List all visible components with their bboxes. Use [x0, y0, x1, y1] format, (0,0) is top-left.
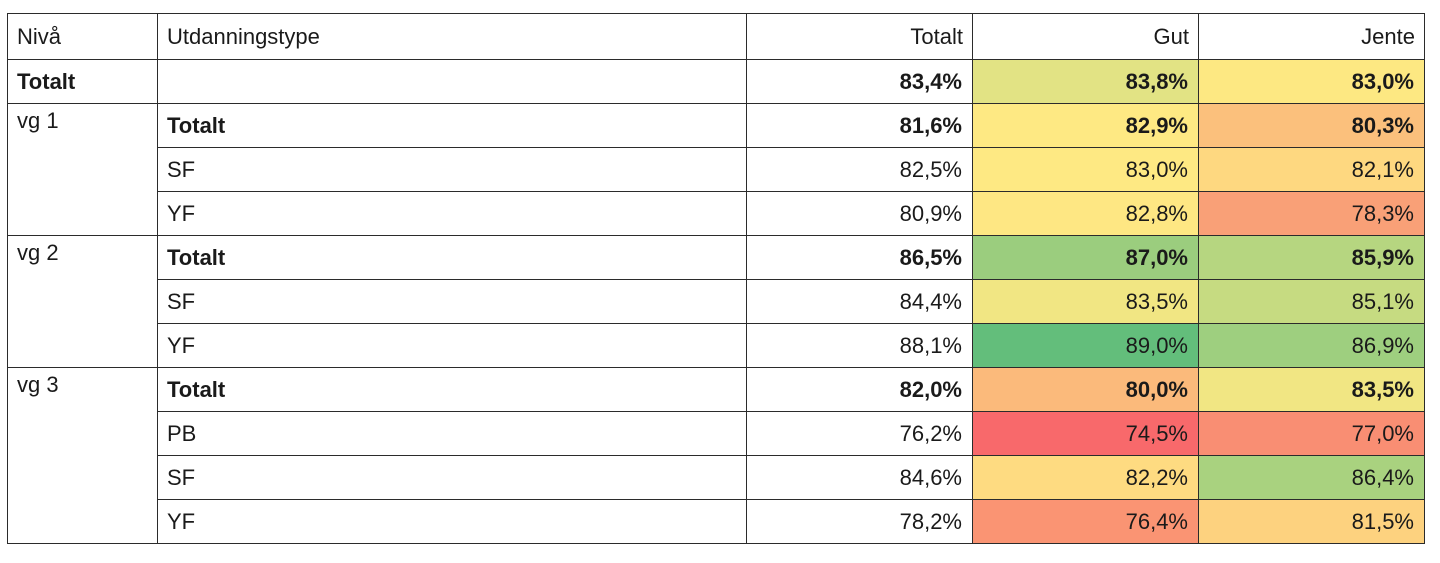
- totalt-cell: 86,5%: [746, 235, 973, 280]
- table-row: YF 78,2% 76,4% 81,5%: [8, 499, 1425, 544]
- header-totalt: Totalt: [746, 13, 973, 60]
- grand-total-row: Totalt 83,4% 83,8% 83,0%: [7, 59, 1425, 104]
- level-cell: vg 2: [7, 235, 158, 368]
- table-row: vg 1 Totalt 81,6% 82,9% 80,3%: [7, 103, 1425, 236]
- gut-cell: 87,0%: [972, 235, 1199, 280]
- jente-cell: 78,3%: [1198, 191, 1425, 236]
- education-type-cell: SF: [157, 147, 747, 192]
- totalt-cell: 82,5%: [746, 147, 973, 192]
- education-type-cell: YF: [157, 323, 747, 368]
- table-row: vg 3 Totalt 82,0% 80,0% 83,5%: [7, 367, 1425, 544]
- totalt-cell: 81,6%: [746, 103, 973, 148]
- header-jente: Jente: [1198, 13, 1425, 60]
- table-row: YF 80,9% 82,8% 78,3%: [8, 191, 1425, 236]
- education-type-cell: SF: [157, 455, 747, 500]
- education-type-cell: YF: [157, 191, 747, 236]
- jente-cell: 86,9%: [1198, 323, 1425, 368]
- level-cell: vg 1: [7, 103, 158, 236]
- header-niva: Nivå: [7, 13, 158, 60]
- table-row: SF 84,4% 83,5% 85,1%: [8, 279, 1425, 324]
- education-type-cell: YF: [157, 499, 747, 544]
- table-row: SF 84,6% 82,2% 86,4%: [8, 455, 1425, 500]
- education-type-cell: Totalt: [157, 235, 747, 280]
- totalt-cell: 88,1%: [746, 323, 973, 368]
- grand-total-niva: Totalt: [7, 59, 158, 104]
- totalt-cell: 78,2%: [746, 499, 973, 544]
- jente-cell: 86,4%: [1198, 455, 1425, 500]
- level-cell: vg 3: [7, 367, 158, 544]
- table-row: SF 82,5% 83,0% 82,1%: [8, 147, 1425, 192]
- education-type-cell: Totalt: [157, 367, 747, 412]
- table-row: YF 88,1% 89,0% 86,9%: [8, 323, 1425, 368]
- results-table: Nivå Utdanningstype Totalt Gut Jente Tot…: [7, 13, 1425, 544]
- header-gut: Gut: [972, 13, 1199, 60]
- grand-total-jente: 83,0%: [1198, 59, 1425, 104]
- header-utdanningstype: Utdanningstype: [157, 13, 747, 60]
- grand-total-type: [157, 59, 747, 104]
- gut-cell: 83,0%: [972, 147, 1199, 192]
- jente-cell: 77,0%: [1198, 411, 1425, 456]
- gut-cell: 83,5%: [972, 279, 1199, 324]
- table-row: PB 76,2% 74,5% 77,0%: [8, 411, 1425, 456]
- jente-cell: 85,9%: [1198, 235, 1425, 280]
- gut-cell: 82,2%: [972, 455, 1199, 500]
- jente-cell: 85,1%: [1198, 279, 1425, 324]
- table-row: vg 2 Totalt 86,5% 87,0% 85,9%: [7, 235, 1425, 368]
- gut-cell: 74,5%: [972, 411, 1199, 456]
- gut-cell: 89,0%: [972, 323, 1199, 368]
- jente-cell: 81,5%: [1198, 499, 1425, 544]
- totalt-cell: 84,6%: [746, 455, 973, 500]
- gut-cell: 82,8%: [972, 191, 1199, 236]
- totalt-cell: 76,2%: [746, 411, 973, 456]
- totalt-cell: 84,4%: [746, 279, 973, 324]
- gut-cell: 82,9%: [972, 103, 1199, 148]
- gut-cell: 76,4%: [972, 499, 1199, 544]
- grand-total-gut: 83,8%: [972, 59, 1199, 104]
- totalt-cell: 82,0%: [746, 367, 973, 412]
- education-type-cell: PB: [157, 411, 747, 456]
- totalt-cell: 80,9%: [746, 191, 973, 236]
- education-type-cell: Totalt: [157, 103, 747, 148]
- header-row: Nivå Utdanningstype Totalt Gut Jente: [7, 13, 1425, 60]
- education-type-cell: SF: [157, 279, 747, 324]
- grand-total-totalt: 83,4%: [746, 59, 973, 104]
- gut-cell: 80,0%: [972, 367, 1199, 412]
- jente-cell: 80,3%: [1198, 103, 1425, 148]
- jente-cell: 83,5%: [1198, 367, 1425, 412]
- jente-cell: 82,1%: [1198, 147, 1425, 192]
